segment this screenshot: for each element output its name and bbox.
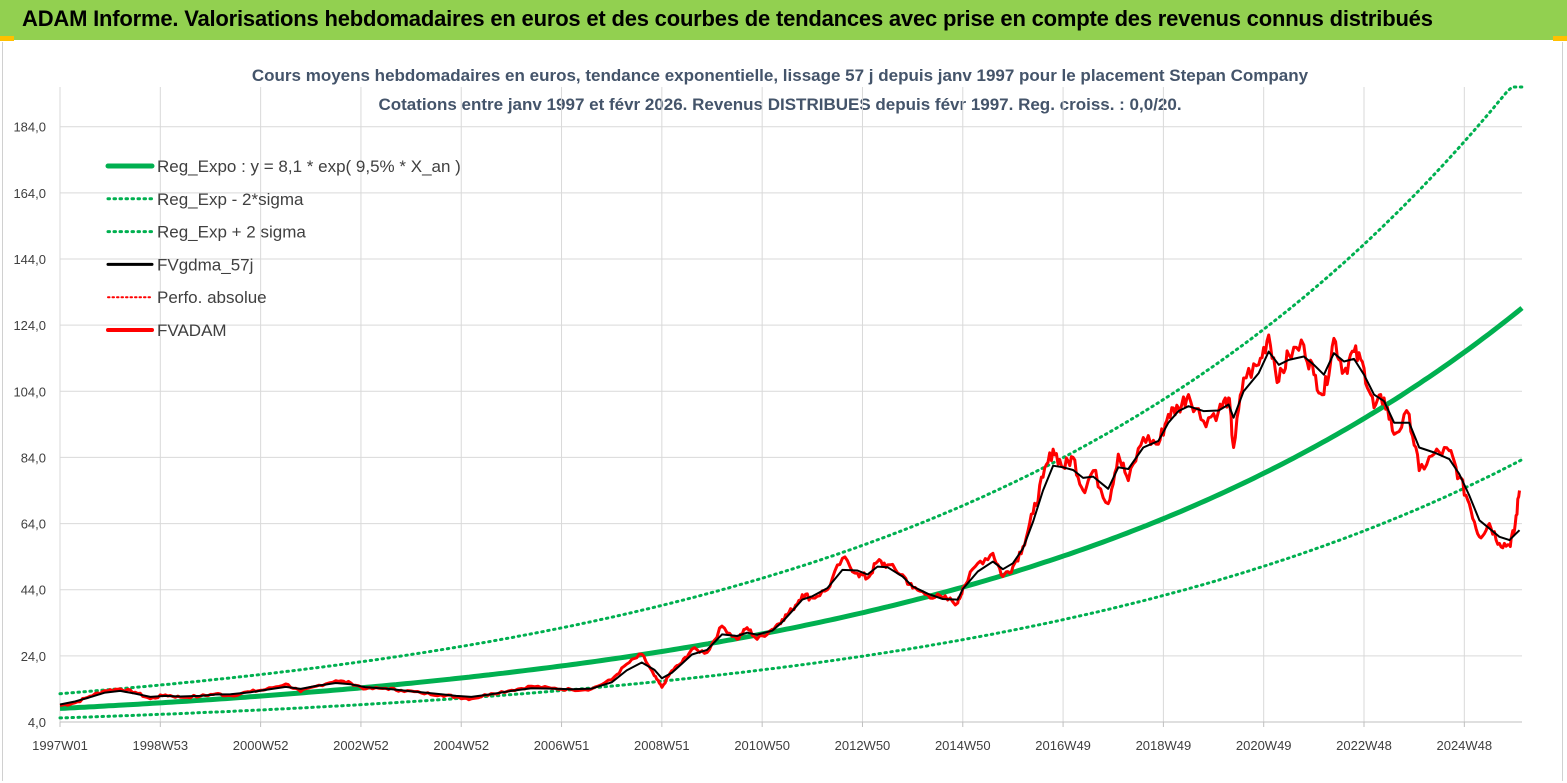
y-tick-label: 124,0 (13, 318, 46, 333)
chart-title-line2: Cotations entre janv 1997 et févr 2026. … (378, 95, 1181, 114)
x-tick-label: 2002W52 (333, 738, 389, 753)
series-reg-exp-plus-2sigma (58, 85, 1524, 696)
y-tick-label: 104,0 (13, 384, 46, 399)
legend-label: Reg_Exp + 2 sigma (157, 223, 306, 242)
grid (59, 87, 1522, 723)
legend-label: Reg_Expo : y = 8,1 * exp( 9,5% * X_an ) (157, 157, 461, 176)
y-tick-label: 24,0 (21, 649, 46, 664)
chart-title-line1: Cours moyens hebdomadaires en euros, ten… (252, 66, 1309, 85)
x-tick-label: 1998W53 (132, 738, 188, 753)
x-tick-label: 2004W52 (433, 738, 489, 753)
legend: Reg_Expo : y = 8,1 * exp( 9,5% * X_an ) R… (105, 157, 461, 340)
header-bar: ADAM Informe. Valorisations hebdomadaire… (0, 0, 1567, 40)
y-tick-label: 144,0 (13, 252, 46, 267)
series-layer (58, 85, 1524, 720)
x-tick-label: 2018W49 (1136, 738, 1192, 753)
y-tick-label: 184,0 (13, 120, 46, 135)
axes: 4,0 24,0 44,0 64,0 84,0 104,0 124,0 144,0 164,0 1… (13, 120, 1522, 753)
x-tick-label: 2012W50 (835, 738, 891, 753)
page-title: ADAM Informe. Valorisations hebdomadaire… (22, 6, 1433, 31)
x-tick-label: 1997W01 (32, 738, 88, 753)
legend-label: FVADAM (157, 321, 227, 340)
y-tick-label: 164,0 (13, 186, 46, 201)
header-accent-left (0, 36, 14, 41)
y-tick-label: 64,0 (21, 517, 46, 532)
y-tick-label: 4,0 (28, 715, 46, 730)
series-reg-expo (59, 306, 1524, 711)
series-fvadam (59, 333, 1521, 707)
x-tick-label: 2010W50 (734, 738, 790, 753)
x-tick-label: 2000W52 (233, 738, 289, 753)
x-tick-label: 2014W50 (935, 738, 991, 753)
series-reg-exp-minus-2sigma (58, 458, 1524, 720)
x-tick-label: 2006W51 (534, 738, 590, 753)
legend-label: Reg_Exp - 2*sigma (157, 190, 304, 209)
x-tick-label: 2022W48 (1336, 738, 1392, 753)
x-tick-label: 2016W49 (1035, 738, 1091, 753)
series-fvgdma-57j (59, 350, 1521, 706)
x-tick-label: 2024W48 (1436, 738, 1492, 753)
legend-label: FVgdma_57j (157, 255, 253, 274)
chart-frame (2, 42, 1563, 781)
y-tick-label: 44,0 (21, 583, 46, 598)
x-tick-label: 2020W49 (1236, 738, 1292, 753)
header-accent-right (1553, 36, 1567, 41)
legend-label: Perfo. absolue (157, 288, 267, 307)
x-tick-label: 2008W51 (634, 738, 690, 753)
y-tick-label: 84,0 (21, 450, 46, 465)
